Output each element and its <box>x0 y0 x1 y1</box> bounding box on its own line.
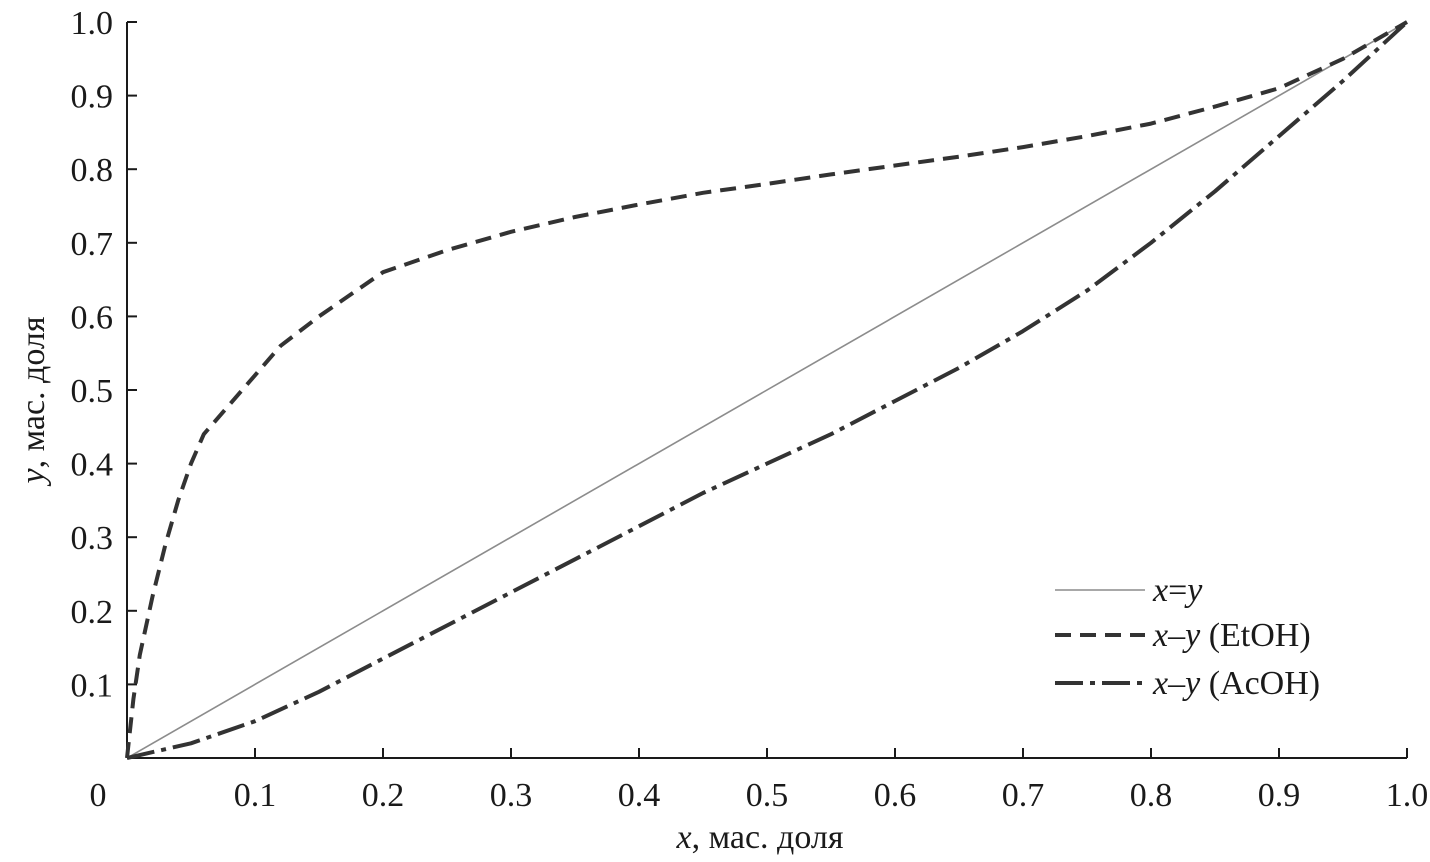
y-tick-label: 0.7 <box>71 226 114 263</box>
y-tick-label: 0.1 <box>71 667 114 704</box>
x-tick-label: 0.6 <box>874 777 917 814</box>
series-layer <box>125 20 1409 760</box>
series-line-acoh <box>126 20 1409 760</box>
x-tick-label: 0.9 <box>1258 777 1301 814</box>
x-tick-label: 0 <box>90 777 107 814</box>
y-tick-label: 0.6 <box>71 299 114 336</box>
x-tick-label: 0.1 <box>234 777 277 814</box>
y-tick-label: 1.0 <box>71 5 114 42</box>
legend-label-etoh: x–y (EtOH) <box>1152 617 1311 654</box>
y-tick-label: 0.4 <box>71 447 114 484</box>
y-tick-label: 0.3 <box>71 520 114 557</box>
x-axis-title: x, мас. доля <box>675 819 843 856</box>
y-tick-label: 0.5 <box>71 373 114 410</box>
legend-label-diagonal: x=y <box>1152 572 1203 609</box>
y-tick-label: 0.2 <box>71 594 114 631</box>
y-ticks: 0.1 0.2 0.3 0.4 0.5 0.6 0.7 0.8 0.9 1.0 <box>71 5 137 704</box>
x-tick-label: 0.2 <box>362 777 405 814</box>
series-line-etoh <box>125 20 1408 759</box>
series-line-diagonal <box>126 21 1408 759</box>
y-tick-label: 0.8 <box>71 152 114 189</box>
x-tick-label: 0.5 <box>746 777 789 814</box>
legend: x=y x–y (EtOH) x–y (AcOH) <box>1055 572 1320 702</box>
y-tick-label: 0.9 <box>71 79 114 116</box>
x-tick-label: 0.7 <box>1002 777 1045 814</box>
x-tick-label: 0.4 <box>618 777 661 814</box>
x-ticks: 0 0.1 0.2 0.3 0.4 0.5 0.6 0.7 0.8 0.9 1.0 <box>90 748 1429 814</box>
x-tick-label: 1.0 <box>1386 777 1429 814</box>
y-axis-title: y, мас. доля <box>15 316 52 486</box>
x-tick-label: 0.8 <box>1130 777 1173 814</box>
x-tick-label: 0.3 <box>490 777 533 814</box>
legend-label-acoh: x–y (AcOH) <box>1152 665 1320 702</box>
